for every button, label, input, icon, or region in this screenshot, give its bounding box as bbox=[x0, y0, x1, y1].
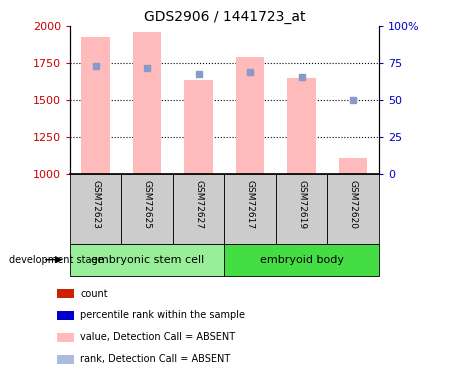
Title: GDS2906 / 1441723_at: GDS2906 / 1441723_at bbox=[143, 10, 305, 24]
Text: value, Detection Call = ABSENT: value, Detection Call = ABSENT bbox=[80, 332, 235, 342]
Bar bbox=[173, 174, 224, 244]
Text: rank, Detection Call = ABSENT: rank, Detection Call = ABSENT bbox=[80, 354, 230, 364]
Point bbox=[247, 69, 254, 75]
Text: percentile rank within the sample: percentile rank within the sample bbox=[80, 310, 245, 320]
Bar bbox=[70, 244, 224, 276]
Bar bbox=[57, 311, 74, 320]
Bar bbox=[184, 80, 213, 174]
Text: embryoid body: embryoid body bbox=[260, 255, 344, 265]
Text: GSM72627: GSM72627 bbox=[194, 180, 203, 229]
Text: GSM72617: GSM72617 bbox=[246, 180, 255, 229]
Bar bbox=[224, 244, 379, 276]
Bar bbox=[133, 32, 161, 174]
Point bbox=[350, 98, 357, 104]
Bar bbox=[339, 158, 367, 174]
Point bbox=[195, 70, 202, 76]
Point bbox=[143, 65, 151, 71]
Bar bbox=[287, 78, 316, 174]
Bar bbox=[327, 174, 379, 244]
Text: development stage: development stage bbox=[9, 255, 104, 265]
Text: embryonic stem cell: embryonic stem cell bbox=[91, 255, 204, 265]
Text: GSM72623: GSM72623 bbox=[91, 180, 100, 229]
Point bbox=[92, 63, 99, 69]
Bar bbox=[57, 289, 74, 298]
Bar bbox=[236, 57, 264, 174]
Bar bbox=[57, 355, 74, 364]
Bar bbox=[224, 174, 276, 244]
Text: GSM72625: GSM72625 bbox=[143, 180, 152, 229]
Bar bbox=[121, 174, 173, 244]
Bar bbox=[276, 174, 327, 244]
Bar bbox=[70, 174, 121, 244]
Text: GSM72620: GSM72620 bbox=[349, 180, 358, 229]
Bar bbox=[82, 37, 110, 174]
Bar bbox=[57, 333, 74, 342]
Text: count: count bbox=[80, 288, 108, 298]
Point bbox=[298, 74, 305, 80]
Text: GSM72619: GSM72619 bbox=[297, 180, 306, 229]
